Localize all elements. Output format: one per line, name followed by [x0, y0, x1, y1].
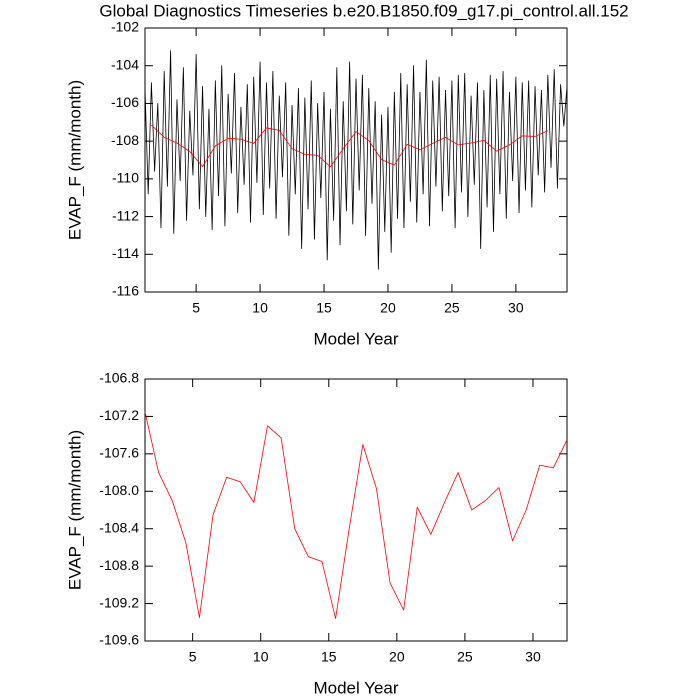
y-tick-label: -108	[111, 132, 139, 148]
y-tick-label: -107.6	[99, 445, 139, 461]
y-tick-label: -106.8	[99, 370, 139, 386]
y-tick-label: -106	[111, 94, 139, 110]
data-line	[144, 50, 568, 270]
y-tick-label: -108.0	[99, 482, 139, 498]
x-tick-label: 15	[321, 649, 337, 665]
x-axis-label: Model Year	[313, 678, 398, 697]
y-axis-label: EVAP_F (mm/month)	[65, 430, 84, 590]
data-line	[144, 411, 568, 619]
x-tick-label: 25	[444, 300, 460, 316]
y-tick-label: -102	[111, 19, 139, 35]
y-tick-label: -109.6	[99, 632, 139, 648]
y-axis-label: EVAP_F (mm/month)	[65, 80, 84, 240]
y-tick-label: -114	[112, 245, 139, 261]
plot-frame	[144, 378, 568, 642]
y-tick-label: -112	[112, 207, 139, 223]
x-tick-label: 10	[253, 649, 269, 665]
x-tick-label: 5	[189, 649, 197, 665]
y-tick-label: -110	[112, 170, 139, 186]
x-tick-label: 25	[457, 649, 473, 665]
x-tick-label: 20	[380, 300, 396, 316]
y-tick-label: -104	[111, 56, 139, 72]
y-tick-label: -116	[112, 283, 139, 299]
y-tick-label: -108.4	[99, 519, 139, 535]
x-tick-label: 20	[389, 649, 405, 665]
y-tick-label: -107.2	[99, 407, 139, 423]
y-tick-label: -109.2	[99, 594, 139, 610]
data-line	[151, 124, 548, 168]
x-tick-label: 5	[192, 300, 200, 316]
x-tick-label: 30	[525, 649, 541, 665]
chart-title: Global Diagnostics Timeseries b.e20.B185…	[99, 1, 628, 20]
y-tick-label: -108.8	[99, 557, 139, 573]
x-tick-label: 15	[316, 300, 332, 316]
x-tick-label: 10	[252, 300, 268, 316]
plot-frame	[144, 27, 568, 293]
x-tick-label: 30	[508, 300, 524, 316]
x-axis-label: Model Year	[313, 329, 398, 348]
